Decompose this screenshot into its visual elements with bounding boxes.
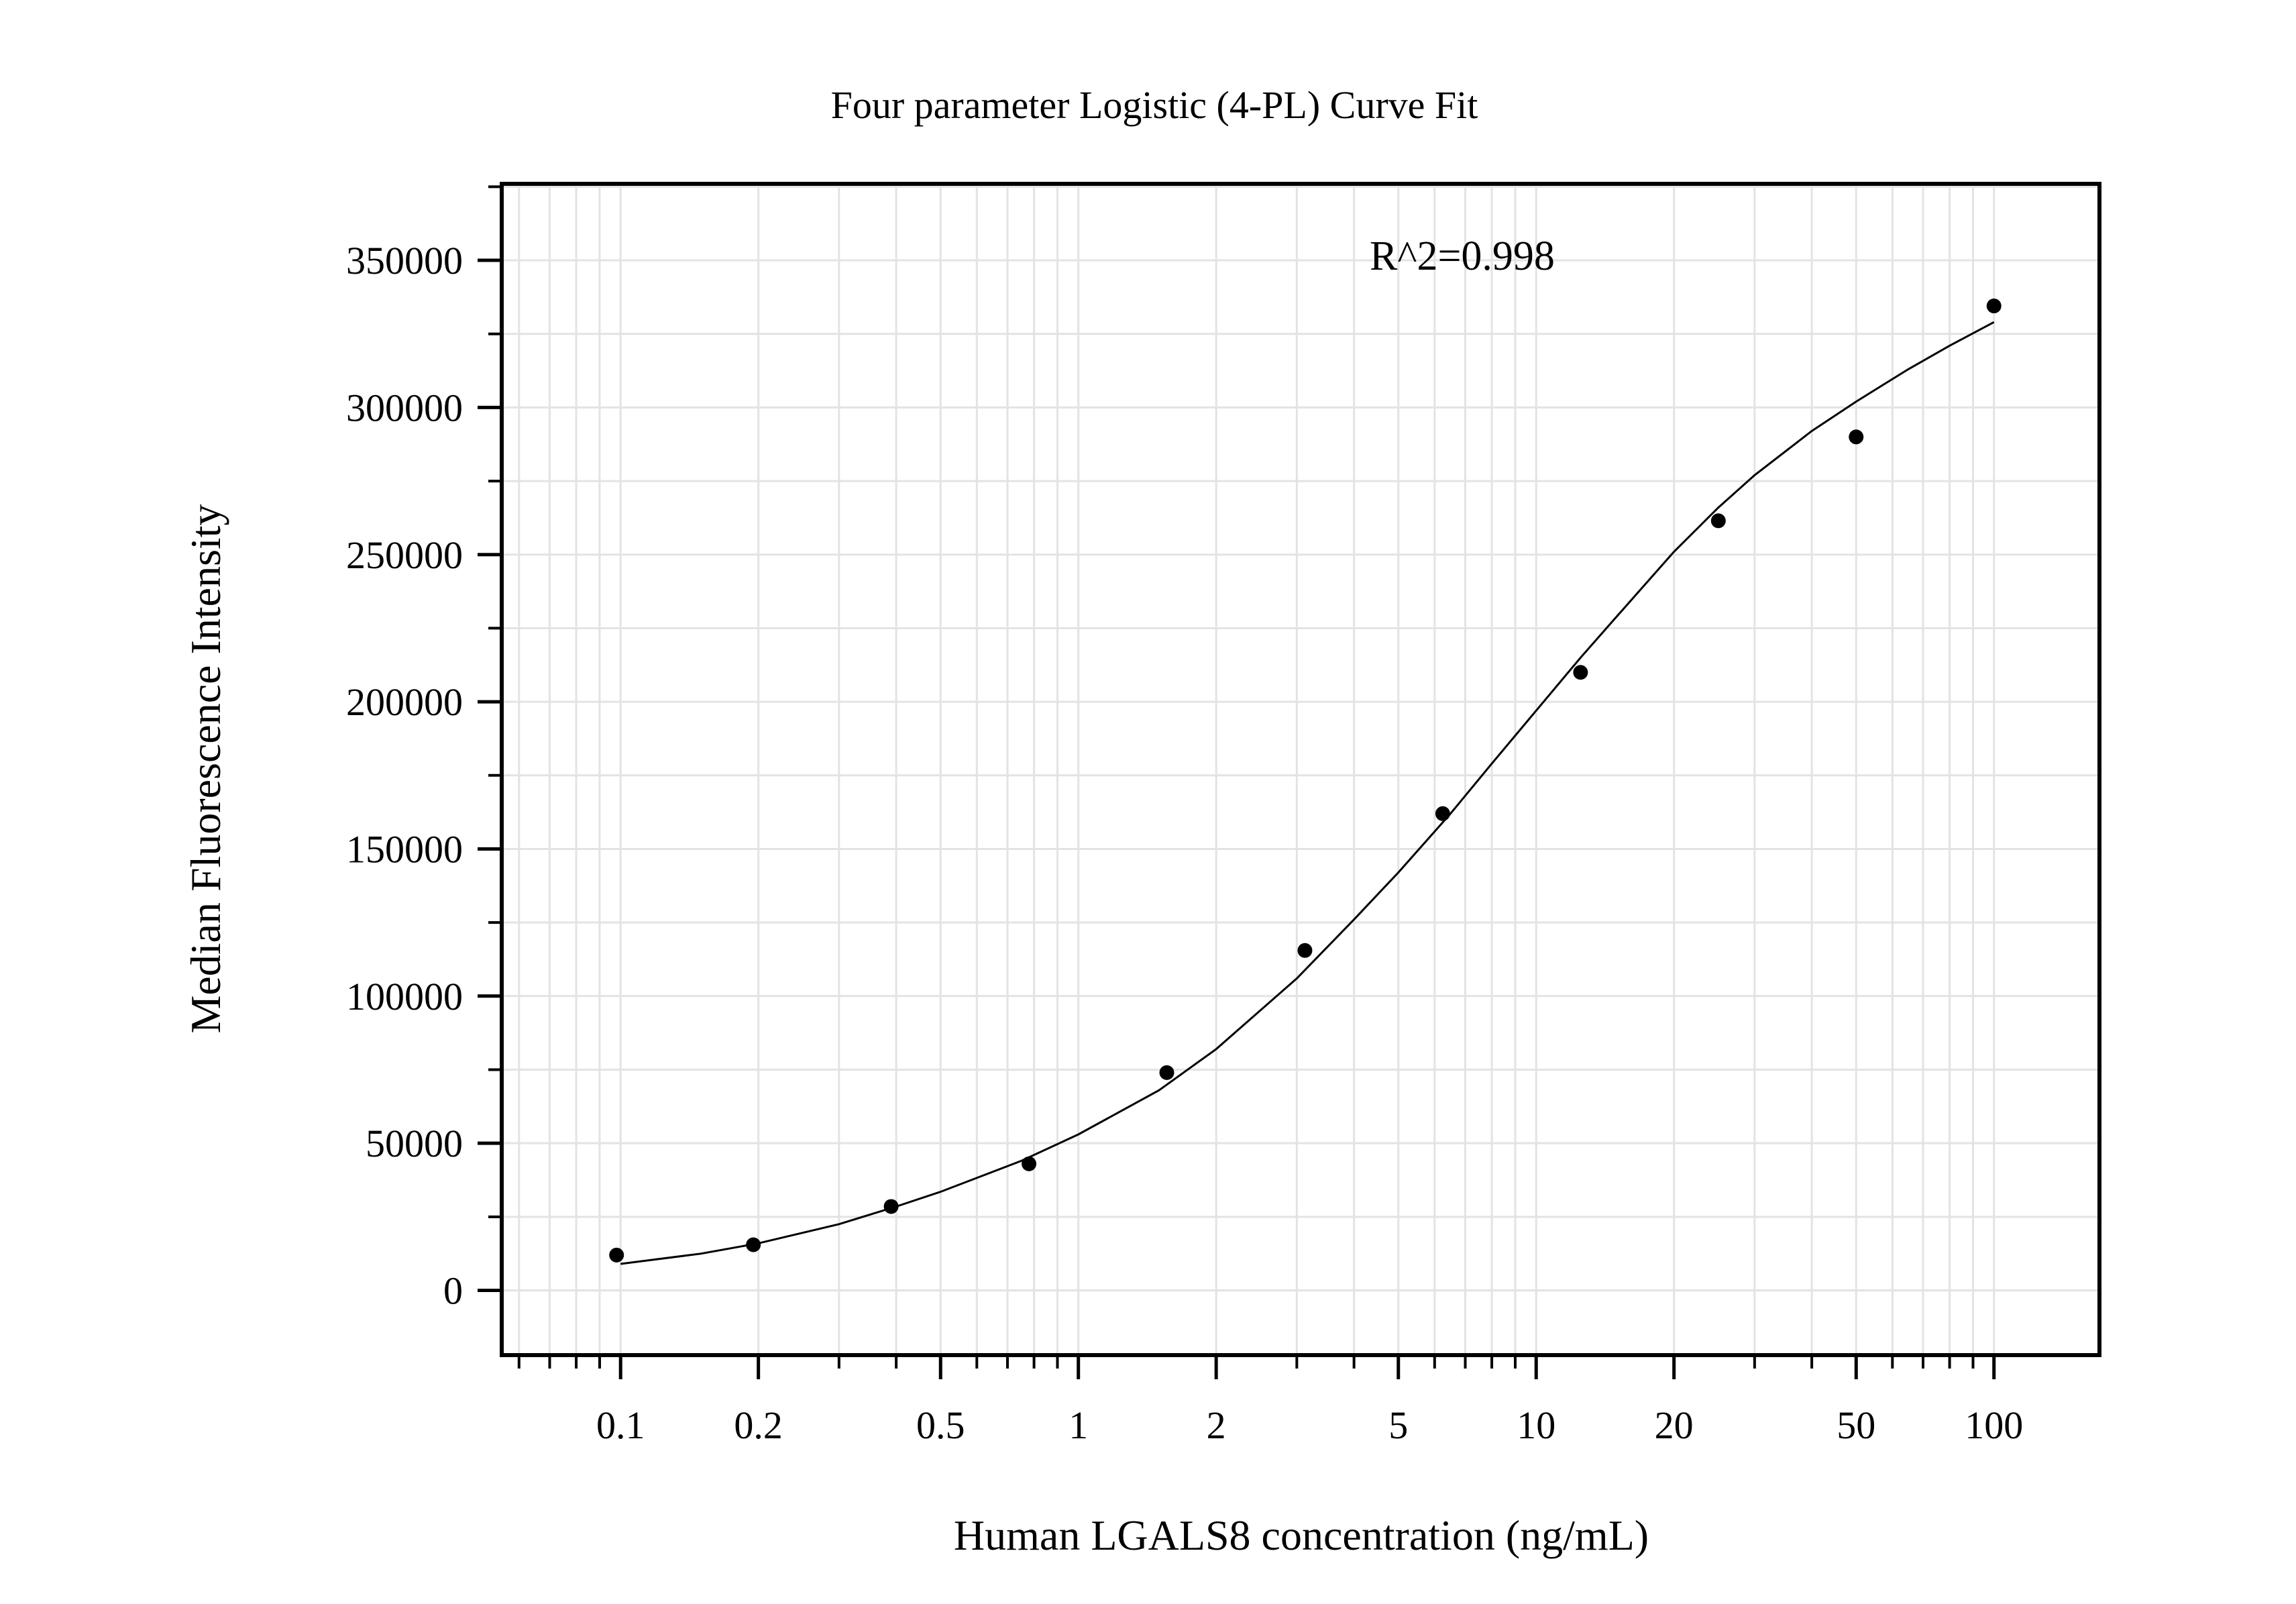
data-point — [609, 1247, 624, 1263]
y-tick-label: 0 — [443, 1269, 463, 1312]
chart-title: Four parameter Logistic (4-PL) Curve Fit — [831, 83, 1478, 127]
plot-frame — [500, 182, 2101, 1357]
y-tick-label: 350000 — [346, 239, 463, 282]
x-tick-label: 50 — [1837, 1403, 1875, 1447]
data-point — [883, 1199, 899, 1214]
fit-curve-group — [620, 321, 1995, 1265]
data-point — [1849, 429, 1864, 445]
data-points — [609, 299, 2002, 1263]
data-point — [1986, 299, 2002, 314]
y-tick-label: 300000 — [346, 386, 463, 429]
x-tick-label: 0.2 — [734, 1403, 783, 1447]
x-tick-label: 0.5 — [916, 1403, 965, 1447]
data-point — [1297, 943, 1313, 958]
y-tick-label: 100000 — [346, 975, 463, 1018]
data-point — [1573, 665, 1588, 680]
y-tick-label: 250000 — [346, 533, 463, 577]
x-tick-label: 5 — [1388, 1403, 1408, 1447]
x-tick-label: 0.1 — [596, 1403, 645, 1447]
y-tick-label: 50000 — [366, 1122, 463, 1165]
y-tick-label: 150000 — [346, 827, 463, 871]
x-tick-label: 10 — [1517, 1403, 1555, 1447]
x-tick-label: 100 — [1965, 1403, 2023, 1447]
y-tick-label: 200000 — [346, 680, 463, 724]
data-point — [1710, 513, 1726, 529]
x-tick-label: 2 — [1207, 1403, 1226, 1447]
y-axis-label: Median Fluorescence Intensity — [182, 504, 229, 1033]
grid — [502, 184, 2099, 1355]
data-point — [1022, 1156, 1037, 1171]
r-squared-annotation: R^2=0.998 — [1370, 233, 1555, 279]
x-tick-label: 20 — [1655, 1403, 1694, 1447]
data-point — [1159, 1065, 1174, 1080]
fit-curve — [620, 321, 1995, 1265]
x-tick-label: 1 — [1069, 1403, 1088, 1447]
data-point — [746, 1237, 761, 1252]
axis-ticks: 0.1 0.2 0.5 1 2 5 10 20 50 100 0 50000 100000 150000 2… — [346, 185, 2023, 1447]
x-axis-label: Human LGALS8 concentration (ng/mL) — [954, 1511, 1649, 1559]
data-point — [1435, 806, 1450, 821]
